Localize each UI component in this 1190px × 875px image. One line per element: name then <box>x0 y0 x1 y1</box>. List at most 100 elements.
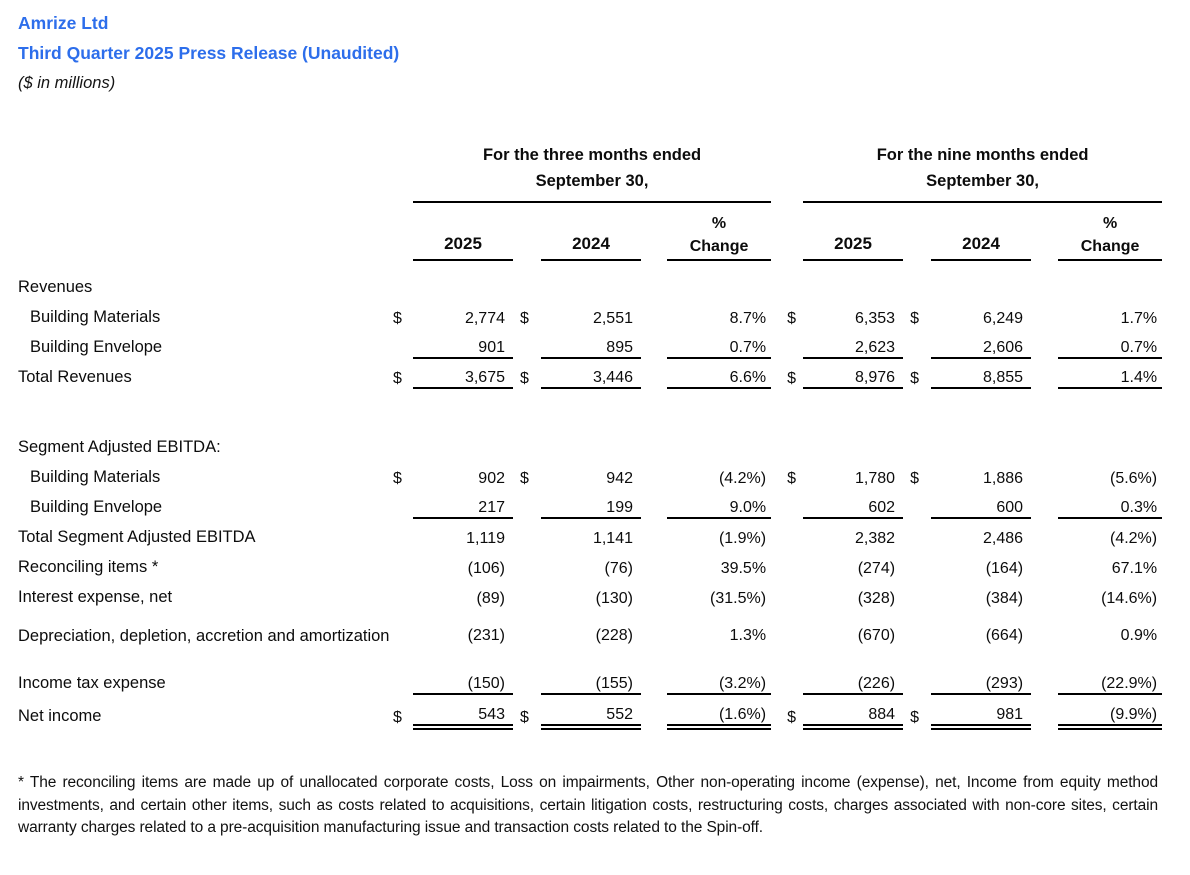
value-9m-2024: 6,249 <box>983 310 1024 327</box>
value-9m-2024: (164) <box>985 560 1024 577</box>
spacer <box>641 202 667 260</box>
spacer <box>641 328 667 358</box>
spacer <box>771 202 803 260</box>
row-label: Interest expense, net <box>18 588 173 606</box>
value-q-2025: 902 <box>478 470 505 487</box>
dollar-sign: $ <box>393 709 402 726</box>
dollar-sign: $ <box>910 310 919 327</box>
dollar-sign <box>513 578 541 608</box>
spacer-row <box>18 388 1162 428</box>
col-header-9m-pct-change: % Change <box>1058 202 1163 261</box>
dollar-sign <box>771 578 803 608</box>
dollar-sign <box>771 664 803 694</box>
value-q-2025: 2,774 <box>464 310 505 327</box>
value-9m-pct-change: (4.2%) <box>1109 530 1158 547</box>
spacer <box>1031 328 1058 358</box>
dollar-sign <box>513 608 541 664</box>
dollar-sign <box>771 328 803 358</box>
value-q-2025: (89) <box>476 590 505 607</box>
value-9m-pct-change: (5.6%) <box>1109 470 1158 487</box>
spacer <box>1031 358 1058 388</box>
group-header-nine-months: For the nine months ended September 30, <box>803 142 1163 203</box>
spacer <box>641 578 667 608</box>
dollar-sign <box>903 608 931 664</box>
units-note: ($ in millions) <box>18 74 116 92</box>
spacer <box>641 548 667 578</box>
value-q-2024: 552 <box>541 694 641 730</box>
dollar-sign <box>903 328 931 358</box>
spacer <box>1031 548 1058 578</box>
dollar-sign <box>513 328 541 358</box>
group-header-row: For the three months ended September 30,… <box>18 142 1163 203</box>
value-q-2024: 1,141 <box>592 530 633 547</box>
value-9m-2024: 8,855 <box>931 358 1032 389</box>
table-row-building-materials-ebitda: Building Materials $ 902 $ 942 (4.2%) $ … <box>18 458 1162 488</box>
value-9m-2025: (670) <box>857 627 896 644</box>
group-header-three-months: For the three months ended September 30, <box>413 142 772 203</box>
spacer <box>1031 518 1058 548</box>
value-q-2025: 3,675 <box>413 358 513 389</box>
table-row-building-materials-revenue: Building Materials $ 2,774 $ 2,551 8.7% … <box>18 298 1162 328</box>
value-q-2024: (76) <box>604 560 633 577</box>
col-header-q-pct-change: % Change <box>667 202 772 261</box>
spacer <box>18 260 1162 268</box>
value-q-pct-change: 1.3% <box>729 627 767 644</box>
dollar-sign <box>903 518 931 548</box>
spacer <box>393 142 413 202</box>
row-label: Building Envelope <box>30 498 163 516</box>
value-q-2024: (130) <box>595 590 633 607</box>
dollar-sign: $ <box>910 470 919 487</box>
spacer <box>771 142 803 202</box>
column-header-row: 2025 2024 % Change 2025 2024 % Change <box>18 202 1163 261</box>
dollar-sign <box>513 664 541 694</box>
dollar-sign <box>393 518 413 548</box>
spacer <box>18 388 1162 428</box>
row-label: Building Envelope <box>30 338 163 356</box>
dollar-sign <box>393 578 413 608</box>
value-9m-pct-change: 1.4% <box>1058 358 1163 389</box>
value-9m-2025: 6,353 <box>855 310 896 327</box>
value-q-pct-change: 0.7% <box>667 328 772 359</box>
table-row-total-segment-adjusted-ebitda: Total Segment Adjusted EBITDA 1,119 1,14… <box>18 518 1162 548</box>
reconciling-items-footnote: * The reconciling items are made up of u… <box>18 774 1158 836</box>
value-q-2024: (228) <box>595 627 633 644</box>
dollar-sign <box>393 608 413 664</box>
company-name: Amrize Ltd <box>18 13 109 33</box>
spacer <box>641 664 667 694</box>
value-q-2025: (150) <box>413 664 513 695</box>
dollar-sign: $ <box>520 470 529 487</box>
spacer <box>641 608 667 664</box>
spacer <box>641 694 667 727</box>
value-9m-pct-change: (9.9%) <box>1058 694 1163 730</box>
value-9m-pct-change: (14.6%) <box>1101 590 1158 607</box>
value-9m-2024: (293) <box>931 664 1032 695</box>
dollar-sign <box>771 488 803 518</box>
value-9m-2025: (274) <box>857 560 896 577</box>
spacer <box>1031 578 1058 608</box>
value-q-2025: 901 <box>413 328 513 359</box>
dollar-sign: $ <box>910 370 919 387</box>
spacer <box>641 298 667 328</box>
value-9m-2025: (328) <box>857 590 896 607</box>
value-q-pct-change: 6.6% <box>667 358 772 389</box>
col-header-q-2025: 2025 <box>413 202 513 261</box>
value-q-pct-change: 39.5% <box>720 560 767 577</box>
dollar-sign: $ <box>787 370 796 387</box>
col-header-9m-2025: 2025 <box>803 202 904 261</box>
section-row-segment-adjusted-ebitda: Segment Adjusted EBITDA: <box>18 428 1162 458</box>
spacer <box>18 142 393 202</box>
section-label: Revenues <box>18 278 93 296</box>
value-9m-2025: 2,623 <box>803 328 904 359</box>
spacer <box>18 202 393 260</box>
dollar-sign <box>771 608 803 664</box>
spacer <box>1031 488 1058 518</box>
value-q-2025: 217 <box>413 488 513 519</box>
value-9m-2025: 884 <box>803 694 904 730</box>
value-q-pct-change: (1.9%) <box>718 530 767 547</box>
row-label: Net income <box>18 707 102 725</box>
value-q-pct-change: 9.0% <box>667 488 772 519</box>
dollar-sign <box>393 664 413 694</box>
value-q-2025: 1,119 <box>466 530 505 547</box>
table-row-total-revenues: Total Revenues $ 3,675 $ 3,446 6.6% $ 8,… <box>18 358 1163 389</box>
